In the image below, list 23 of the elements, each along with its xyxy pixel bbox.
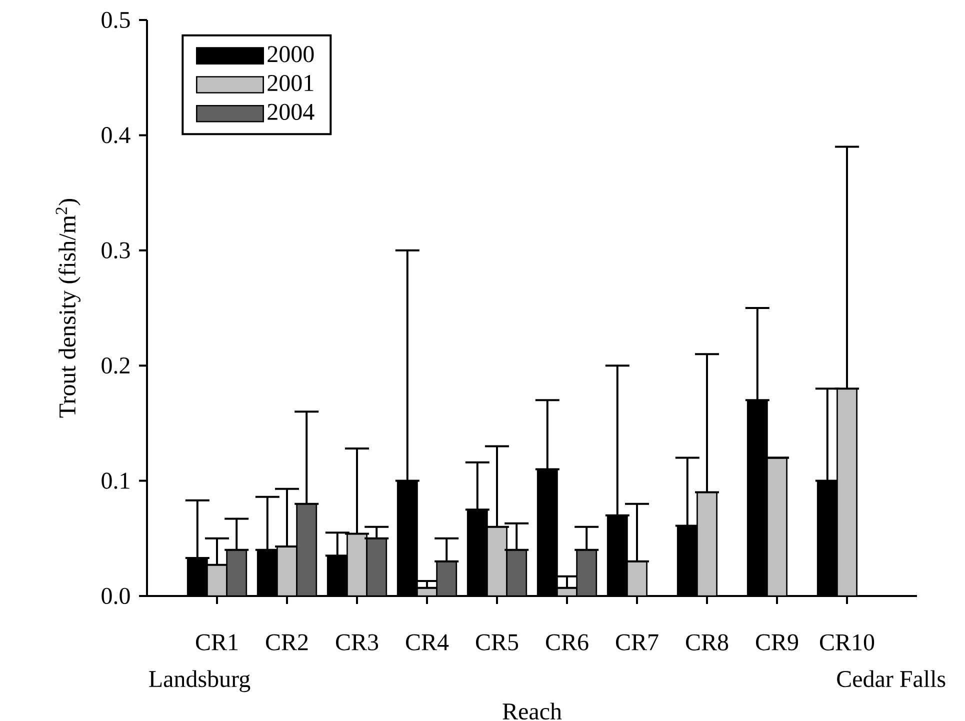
x-tick-label: CR6 [546, 634, 588, 650]
x-tick-label: CR8 [686, 634, 728, 650]
text: Cedar Falls [837, 670, 946, 688]
legend-label: 2004 [268, 104, 314, 120]
legend-label: 2000 [268, 46, 314, 62]
y-axis-title: Trout density (fish/m$^{2}$) [56, 198, 80, 418]
y-tick-label: 0.4 [102, 127, 130, 144]
x-tick-label: CR2 [266, 634, 308, 650]
x-tick-label: CR5 [476, 634, 518, 650]
x-tick-label: CR1 [196, 634, 238, 650]
y-tick-label: 0.0 [102, 588, 130, 604]
x-tick-label: CR3 [336, 634, 378, 650]
x-tick-label: CR7 [616, 634, 658, 650]
x-tick-label: CR4 [406, 634, 449, 650]
y-tick-label: 0.1 [102, 472, 130, 489]
x-tick-label: CR10 [820, 634, 874, 650]
text: Landsburg [149, 670, 250, 692]
y-tick-label: 0.3 [102, 242, 130, 259]
legend-label: 2001 [268, 74, 314, 92]
x-axis-title: Reach [502, 702, 562, 720]
x-tick-label: CR9 [756, 634, 798, 650]
y-tick-label: 0.2 [102, 357, 130, 374]
y-tick-label: 0.5 [102, 12, 130, 28]
